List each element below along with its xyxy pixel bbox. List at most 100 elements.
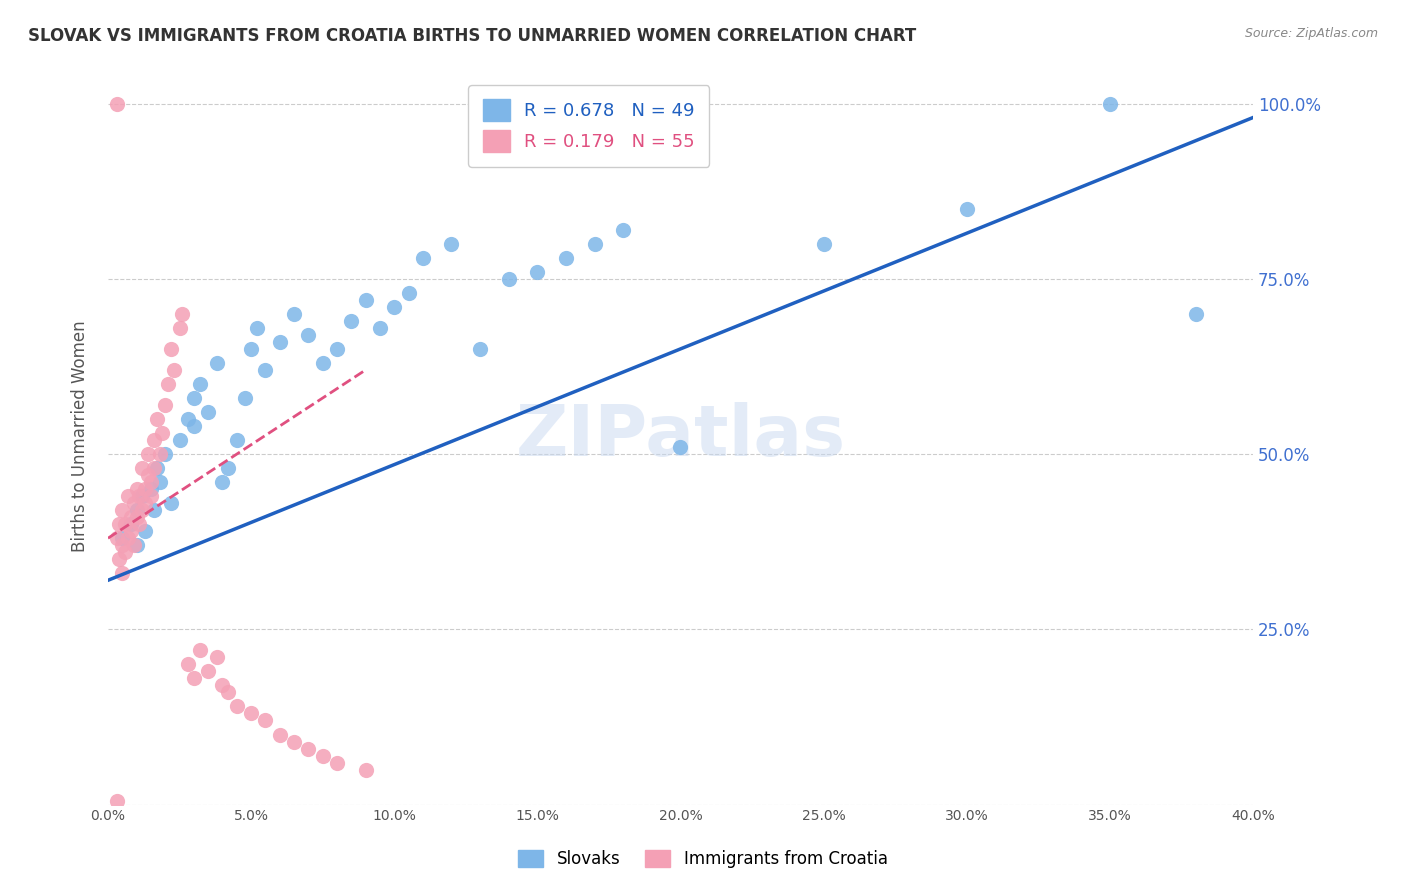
Point <box>526 265 548 279</box>
Point <box>111 531 134 545</box>
Point <box>583 236 606 251</box>
Point <box>142 461 165 475</box>
Point <box>211 678 233 692</box>
Point <box>1098 96 1121 111</box>
Point <box>131 461 153 475</box>
Point <box>183 419 205 434</box>
Point <box>114 545 136 559</box>
Point <box>169 321 191 335</box>
Point <box>956 202 979 216</box>
Point <box>169 433 191 447</box>
Point <box>134 482 156 496</box>
Point <box>108 552 131 566</box>
Point <box>139 475 162 490</box>
Point <box>150 425 173 440</box>
Point <box>197 405 219 419</box>
Point <box>148 447 170 461</box>
Point <box>163 363 186 377</box>
Point <box>555 251 578 265</box>
Point <box>254 363 277 377</box>
Point <box>145 461 167 475</box>
Point <box>1184 307 1206 321</box>
Point <box>205 650 228 665</box>
Point <box>211 475 233 490</box>
Point <box>297 327 319 342</box>
Point <box>283 734 305 748</box>
Point <box>136 468 159 483</box>
Legend: Slovaks, Immigrants from Croatia: Slovaks, Immigrants from Croatia <box>512 843 894 875</box>
Point <box>131 503 153 517</box>
Point <box>128 489 150 503</box>
Point <box>217 461 239 475</box>
Point <box>155 398 177 412</box>
Point <box>183 672 205 686</box>
Point <box>117 489 139 503</box>
Point <box>240 706 263 721</box>
Point <box>340 314 363 328</box>
Legend: R = 0.678   N = 49, R = 0.179   N = 55: R = 0.678 N = 49, R = 0.179 N = 55 <box>468 85 710 167</box>
Point <box>246 321 269 335</box>
Point <box>139 482 162 496</box>
Point <box>205 356 228 370</box>
Point <box>240 342 263 356</box>
Point <box>120 510 142 524</box>
Point <box>813 236 835 251</box>
Point <box>145 412 167 426</box>
Point <box>134 524 156 539</box>
Point <box>188 643 211 657</box>
Point <box>125 503 148 517</box>
Point <box>269 334 291 349</box>
Point <box>235 391 257 405</box>
Point <box>468 342 491 356</box>
Point <box>498 272 520 286</box>
Point <box>120 524 142 539</box>
Point <box>440 236 463 251</box>
Point <box>117 531 139 545</box>
Point <box>225 433 247 447</box>
Point <box>326 342 349 356</box>
Point <box>120 517 142 532</box>
Point <box>125 510 148 524</box>
Text: Source: ZipAtlas.com: Source: ZipAtlas.com <box>1244 27 1378 40</box>
Point <box>177 657 200 672</box>
Point <box>111 566 134 581</box>
Point <box>283 307 305 321</box>
Point <box>177 412 200 426</box>
Point <box>111 503 134 517</box>
Point <box>612 223 634 237</box>
Point <box>172 307 194 321</box>
Y-axis label: Births to Unmarried Women: Births to Unmarried Women <box>72 321 89 552</box>
Point <box>128 517 150 532</box>
Point <box>188 376 211 391</box>
Point <box>134 496 156 510</box>
Point <box>368 321 391 335</box>
Point <box>160 342 183 356</box>
Text: ZIPatlas: ZIPatlas <box>516 402 845 471</box>
Point <box>105 531 128 545</box>
Point <box>217 685 239 699</box>
Point <box>311 748 333 763</box>
Point <box>354 763 377 777</box>
Point <box>412 251 434 265</box>
Point <box>269 727 291 741</box>
Point <box>142 433 165 447</box>
Point <box>142 503 165 517</box>
Point <box>311 356 333 370</box>
Point <box>669 440 692 454</box>
Point <box>122 538 145 552</box>
Point <box>197 665 219 679</box>
Point <box>105 794 128 808</box>
Point <box>160 496 183 510</box>
Point <box>105 96 128 111</box>
Point <box>354 293 377 307</box>
Point <box>108 517 131 532</box>
Point <box>157 376 180 391</box>
Point <box>254 714 277 728</box>
Point <box>225 699 247 714</box>
Point <box>122 496 145 510</box>
Point <box>139 489 162 503</box>
Point <box>148 475 170 490</box>
Point <box>125 482 148 496</box>
Point <box>114 517 136 532</box>
Point <box>326 756 349 770</box>
